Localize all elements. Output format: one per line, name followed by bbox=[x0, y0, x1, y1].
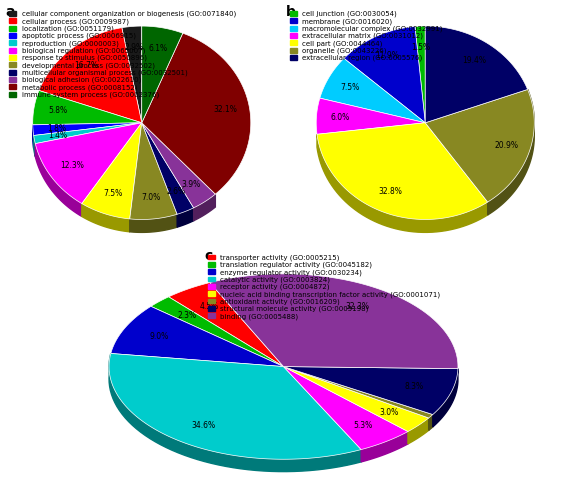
Polygon shape bbox=[317, 123, 488, 220]
Text: 9.0%: 9.0% bbox=[150, 332, 169, 341]
Polygon shape bbox=[344, 26, 425, 123]
Polygon shape bbox=[210, 274, 458, 369]
Polygon shape bbox=[316, 98, 425, 134]
Polygon shape bbox=[194, 194, 215, 221]
Text: 32.1%: 32.1% bbox=[214, 105, 238, 114]
Polygon shape bbox=[361, 431, 408, 462]
Polygon shape bbox=[320, 58, 425, 123]
Text: 2.6%: 2.6% bbox=[166, 187, 185, 196]
Text: 8.3%: 8.3% bbox=[405, 382, 424, 391]
Polygon shape bbox=[130, 214, 177, 233]
Polygon shape bbox=[142, 26, 183, 123]
Text: b: b bbox=[286, 5, 296, 19]
Text: 32.8%: 32.8% bbox=[379, 187, 403, 196]
Polygon shape bbox=[415, 26, 425, 123]
Polygon shape bbox=[130, 123, 177, 220]
Polygon shape bbox=[317, 134, 488, 233]
Polygon shape bbox=[109, 353, 361, 459]
Polygon shape bbox=[284, 367, 433, 418]
Polygon shape bbox=[433, 369, 458, 427]
Polygon shape bbox=[33, 90, 142, 125]
Polygon shape bbox=[408, 418, 429, 444]
Polygon shape bbox=[142, 123, 215, 208]
Text: 32.3%: 32.3% bbox=[346, 302, 370, 311]
Polygon shape bbox=[142, 33, 251, 194]
Text: 19.4%: 19.4% bbox=[462, 57, 486, 66]
Polygon shape bbox=[82, 204, 130, 232]
Polygon shape bbox=[39, 28, 142, 123]
Text: 34.6%: 34.6% bbox=[192, 420, 216, 430]
Text: 2.9%: 2.9% bbox=[124, 43, 143, 52]
Polygon shape bbox=[429, 414, 433, 430]
Text: 1.4%: 1.4% bbox=[48, 131, 67, 140]
Polygon shape bbox=[488, 89, 534, 215]
Polygon shape bbox=[284, 367, 408, 450]
Text: 4.5%: 4.5% bbox=[200, 302, 219, 311]
Legend: cell junction (GO:0030054), membrane (GO:0016020), macromolecular complex (GO:00: cell junction (GO:0030054), membrane (GO… bbox=[290, 11, 443, 62]
Text: 3.0%: 3.0% bbox=[379, 408, 399, 416]
Polygon shape bbox=[142, 123, 194, 214]
Polygon shape bbox=[425, 89, 534, 202]
Legend: transporter activity (GO:0005215), translation regulator activity (GO:0045182), : transporter activity (GO:0005215), trans… bbox=[208, 254, 440, 320]
Polygon shape bbox=[35, 144, 82, 217]
Polygon shape bbox=[109, 353, 361, 472]
Polygon shape bbox=[151, 297, 284, 367]
Polygon shape bbox=[82, 123, 142, 219]
Polygon shape bbox=[168, 283, 284, 367]
Polygon shape bbox=[284, 367, 458, 414]
Text: 3.9%: 3.9% bbox=[181, 180, 201, 189]
Text: c: c bbox=[204, 248, 213, 262]
Text: 1.8%: 1.8% bbox=[48, 124, 66, 133]
Polygon shape bbox=[33, 136, 35, 157]
Polygon shape bbox=[35, 123, 142, 204]
Text: 11.9%: 11.9% bbox=[375, 51, 399, 60]
Text: 7.5%: 7.5% bbox=[341, 83, 360, 91]
Polygon shape bbox=[33, 123, 142, 136]
Text: 20.9%: 20.9% bbox=[494, 141, 518, 150]
Text: 6.1%: 6.1% bbox=[149, 44, 168, 53]
Text: 5.8%: 5.8% bbox=[48, 106, 67, 115]
Polygon shape bbox=[284, 367, 429, 431]
Text: 16.7%: 16.7% bbox=[74, 61, 99, 70]
Text: 2.3%: 2.3% bbox=[177, 311, 196, 320]
Legend: cellular component organization or biogenesis (GO:0071840), cellular process (GO: cellular component organization or bioge… bbox=[9, 11, 236, 98]
Polygon shape bbox=[177, 208, 194, 227]
Text: 5.3%: 5.3% bbox=[354, 420, 373, 429]
Text: 6.0%: 6.0% bbox=[331, 113, 350, 122]
Text: 12.3%: 12.3% bbox=[60, 161, 84, 170]
Text: 7.0%: 7.0% bbox=[142, 193, 160, 202]
Text: a: a bbox=[6, 5, 15, 19]
Polygon shape bbox=[122, 26, 142, 123]
Polygon shape bbox=[425, 26, 528, 123]
Polygon shape bbox=[111, 306, 284, 367]
Polygon shape bbox=[33, 123, 142, 144]
Text: 1.5%: 1.5% bbox=[412, 43, 431, 52]
Text: 7.5%: 7.5% bbox=[103, 189, 122, 198]
